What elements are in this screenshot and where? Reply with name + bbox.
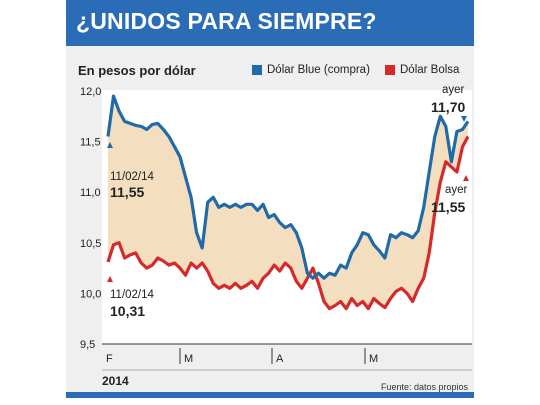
legend-item-red: Dólar Bolsa [385,64,459,76]
x-tick-label: M [369,353,378,365]
legend-label-red: Dólar Bolsa [400,64,460,76]
y-tick-label: 10,5 [80,238,101,250]
y-tick-label: 12,0 [80,86,101,98]
y-tick-label: 9,5 [80,339,95,351]
y-axis-unit-label: En pesos por dólar [78,63,196,78]
start-marker-red [107,276,113,282]
annotation-end-blue-value: 11,70 [431,99,465,115]
x-tick-label: A [276,353,284,365]
annotation-start-blue-value: 11,55 [110,184,144,200]
legend-item-blue: Dólar Blue (compra) [252,64,370,76]
end-marker-blue [461,116,467,122]
legend-swatch-red [385,65,395,75]
end-marker-red [463,175,469,181]
legend-swatch-blue [252,65,262,75]
series-line-dolar-blue [106,94,470,280]
annotation-end-blue-label: ayer [442,84,465,96]
x-tick-label: F [106,353,113,365]
year-label: 2014 [102,374,129,388]
chart-title: ¿UNIDOS PARA SIEMPRE? [76,8,377,34]
annotation-end-red-label: ayer [445,184,468,196]
annotation-start-red-value: 10,31 [110,303,145,319]
annotation-end-red-value: 11,55 [431,199,465,215]
y-tick-label: 11,0 [80,187,101,199]
y-axis: 12,0 11,5 11,0 10,5 10,0 9,5 [80,86,101,351]
spread-fill [108,96,468,309]
source-note: Fuente: datos propios [380,382,468,392]
legend-label-blue: Dólar Blue (compra) [267,64,370,76]
y-tick-label: 10,0 [80,288,101,300]
y-tick-label: 11,5 [80,137,101,149]
annotation-start-red-date: 11/02/14 [110,289,155,301]
plot-group [106,94,470,311]
annotation-start-blue-date: 11/02/14 [110,171,155,183]
series-line-dolar-bolsa [106,135,470,311]
x-tick-label: M [184,353,193,365]
title-bar [66,0,474,46]
bottom-bar [66,392,474,398]
start-marker-blue [107,142,113,148]
